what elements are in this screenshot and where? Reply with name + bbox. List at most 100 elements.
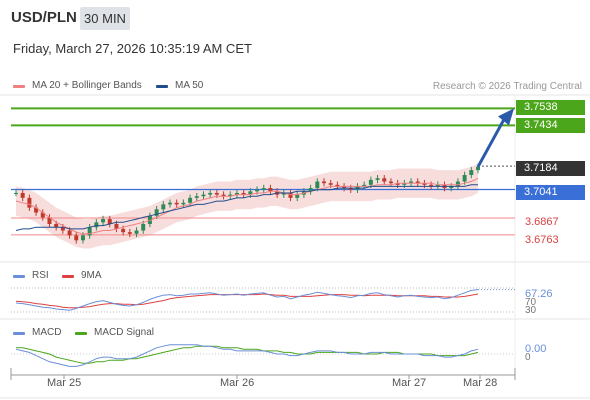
- candle: [87, 227, 92, 236]
- support2-label: 3.6763: [525, 234, 559, 246]
- rsi-ma-line: [15, 293, 479, 309]
- ma20-legend-label: MA 20 + Bollinger Bands: [32, 80, 142, 91]
- candle: [168, 202, 172, 205]
- candle: [188, 197, 193, 203]
- target2-label: 3.7538: [516, 100, 585, 115]
- candle: [154, 209, 159, 216]
- ma20-legend-swatch: [13, 85, 25, 88]
- x-tick-label: Mar 27: [392, 377, 427, 389]
- candle: [402, 183, 407, 185]
- candle: [27, 197, 32, 208]
- target1-label: 3.7434: [516, 118, 585, 133]
- rsi-legend-swatch: [13, 275, 25, 278]
- candle: [315, 181, 320, 189]
- candle: [60, 227, 65, 231]
- candle: [241, 192, 246, 195]
- candle: [94, 222, 99, 228]
- candle: [415, 181, 420, 184]
- macd-line: [15, 344, 479, 367]
- candle: [388, 181, 393, 184]
- candle: [107, 219, 112, 224]
- candle: [248, 191, 253, 195]
- candle: [288, 192, 293, 198]
- candle: [409, 181, 414, 184]
- macd-signal-legend-swatch: [75, 332, 87, 335]
- candle: [255, 189, 260, 192]
- timeframe-badge[interactable]: 30 MIN: [80, 7, 130, 30]
- pivot-label: 3.7041: [516, 185, 585, 200]
- rsi-upper-label: 70: [525, 297, 537, 308]
- projection-arrow-head: [498, 108, 514, 126]
- candle: [127, 232, 132, 234]
- candle: [281, 192, 286, 195]
- x-tick-label: Mar 28: [463, 377, 498, 389]
- candle: [382, 178, 387, 182]
- macd-signal-legend-label: MACD Signal: [94, 327, 155, 338]
- macd-signal-line: [16, 345, 479, 364]
- candle: [174, 202, 179, 205]
- candle: [295, 194, 300, 198]
- candle: [422, 183, 427, 185]
- rsi-value-label: 67.26: [525, 288, 553, 300]
- candle: [455, 181, 460, 187]
- x-tick-label: Mar 26: [220, 377, 255, 389]
- projection-arrow: [476, 118, 506, 168]
- ma50-legend-label: MA 50: [175, 80, 204, 91]
- candle: [221, 194, 226, 197]
- candle: [208, 192, 213, 195]
- candle: [67, 230, 72, 236]
- rsi-lower-label: 30: [525, 305, 537, 316]
- support1-label: 3.6867: [525, 216, 559, 228]
- rsi-legend-label: RSI: [32, 270, 49, 281]
- candle: [335, 184, 340, 187]
- candle: [141, 223, 146, 231]
- candle: [20, 192, 25, 198]
- candle: [54, 223, 59, 228]
- pair-title: USD/PLN: [11, 9, 77, 26]
- candle: [268, 188, 273, 192]
- candle: [181, 202, 186, 205]
- candle: [348, 188, 353, 190]
- candle: [14, 192, 18, 194]
- candle: [435, 184, 440, 187]
- candle: [476, 166, 480, 171]
- candle: [74, 235, 79, 241]
- ma50-line: [15, 184, 478, 231]
- candle: [234, 192, 239, 195]
- candle: [395, 183, 400, 185]
- macd-zero-label: 0: [525, 352, 531, 363]
- rsi-line: [15, 289, 479, 311]
- candle: [261, 188, 266, 190]
- candle: [328, 183, 333, 185]
- candle: [449, 186, 454, 189]
- candle: [368, 179, 373, 185]
- candle: [161, 204, 166, 210]
- candle: [194, 196, 199, 198]
- candle: [121, 228, 126, 233]
- candle: [201, 194, 206, 197]
- bollinger-band: [16, 163, 478, 249]
- credit-text: Research © 2026 Trading Central: [432, 81, 582, 92]
- rsi-ma-legend-label: 9MA: [81, 270, 102, 281]
- candle: [134, 230, 139, 234]
- candle: [214, 192, 219, 195]
- macd-legend-swatch: [13, 332, 25, 335]
- candle: [308, 188, 313, 192]
- candle: [228, 194, 233, 197]
- candle: [469, 170, 474, 175]
- candle: [342, 186, 347, 189]
- candle: [322, 181, 326, 184]
- ma50-legend-swatch: [156, 85, 168, 88]
- macd-legend-label: MACD: [32, 327, 62, 338]
- macd-value-label: 0.00: [525, 343, 547, 355]
- candle: [34, 207, 39, 213]
- chart-datetime: Friday, March 27, 2026 10:35:19 AM CET: [13, 41, 252, 56]
- candle: [101, 219, 106, 223]
- last-price-label: 3.7184: [516, 161, 585, 176]
- candle: [114, 223, 119, 229]
- candle: [375, 178, 380, 180]
- candle: [462, 175, 467, 182]
- rsi-ma-legend-swatch: [62, 275, 74, 278]
- x-tick-label: Mar 25: [47, 377, 82, 389]
